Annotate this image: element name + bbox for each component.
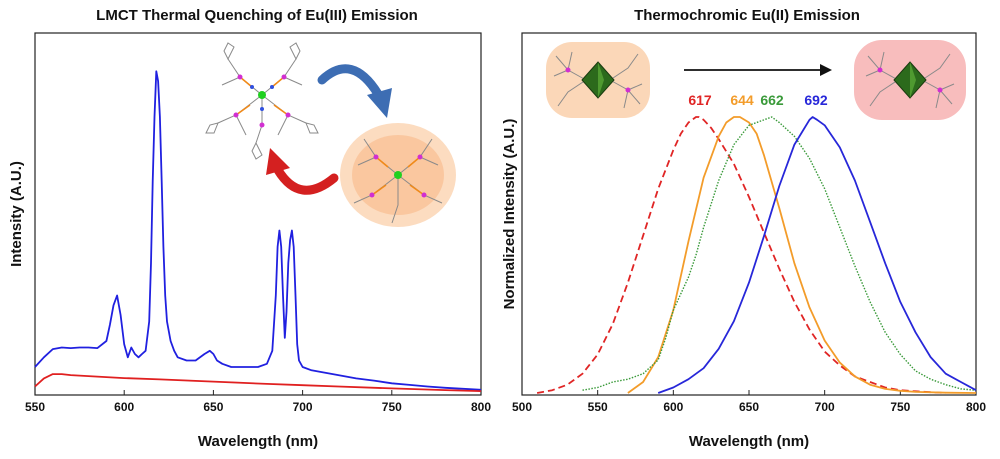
left-x-tick-label: 650: [203, 400, 223, 414]
right-arrow-icon: [684, 64, 832, 76]
right-x-tick-label: 800: [966, 400, 986, 414]
right-x-tick-label: 600: [663, 400, 683, 414]
peak-label-662: 662: [760, 92, 784, 108]
blue-curved-arrow-icon: [317, 64, 392, 118]
peak-label-644: 644: [730, 92, 754, 108]
red-curved-arrow-icon: [266, 148, 339, 195]
left-series-line-0: [34, 70, 482, 391]
left-x-tick-label: 800: [471, 400, 491, 414]
right-series: [536, 116, 977, 394]
right-chart-title: Thermochromic Eu(II) Emission: [634, 7, 860, 24]
left-x-ticks: 550 600 650 700 750 800: [25, 390, 491, 414]
left-plot-frame: [34, 32, 482, 396]
eu3-complex-structure-icon: [205, 42, 319, 160]
right-ylabel: Normalized Intensity (A.U.): [501, 119, 518, 310]
right-x-tick-label: 500: [512, 400, 532, 414]
right-xlabel: Wavelength (nm): [689, 433, 809, 450]
left-x-tick-label: 700: [293, 400, 313, 414]
left-panel: LMCT Thermal Quenching of Eu(III) Emissi…: [8, 7, 491, 450]
right-series-line-1: [627, 116, 977, 394]
right-panel: Thermochromic Eu(II) Emission Normalized…: [501, 7, 986, 450]
right-series-line-2: [582, 116, 977, 391]
peak-label-692: 692: [804, 92, 828, 108]
left-series: [34, 70, 482, 392]
eu2-complex-red-icon: [854, 40, 966, 120]
left-ylabel: Intensity (A.U.): [8, 161, 25, 267]
left-series-line-1: [34, 373, 482, 392]
left-xlabel: Wavelength (nm): [198, 433, 318, 450]
peak-label-617: 617: [688, 92, 712, 108]
right-peak-labels: 617 644 662 692: [688, 92, 828, 108]
eu2-complex-orange-icon: [546, 42, 650, 118]
eu3-complex-glowing-icon: [340, 123, 456, 227]
right-x-tick-label: 650: [739, 400, 759, 414]
left-x-tick-label: 550: [25, 400, 45, 414]
right-x-tick-label: 700: [815, 400, 835, 414]
right-series-line-0: [536, 116, 946, 394]
right-x-tick-label: 550: [588, 400, 608, 414]
right-x-tick-label: 750: [890, 400, 910, 414]
right-x-ticks: 500 550 600 650 700 750 800: [512, 390, 986, 414]
left-chart-title: LMCT Thermal Quenching of Eu(III) Emissi…: [96, 7, 418, 24]
left-x-tick-label: 750: [382, 400, 402, 414]
left-x-tick-label: 600: [114, 400, 134, 414]
right-series-line-3: [657, 116, 977, 394]
